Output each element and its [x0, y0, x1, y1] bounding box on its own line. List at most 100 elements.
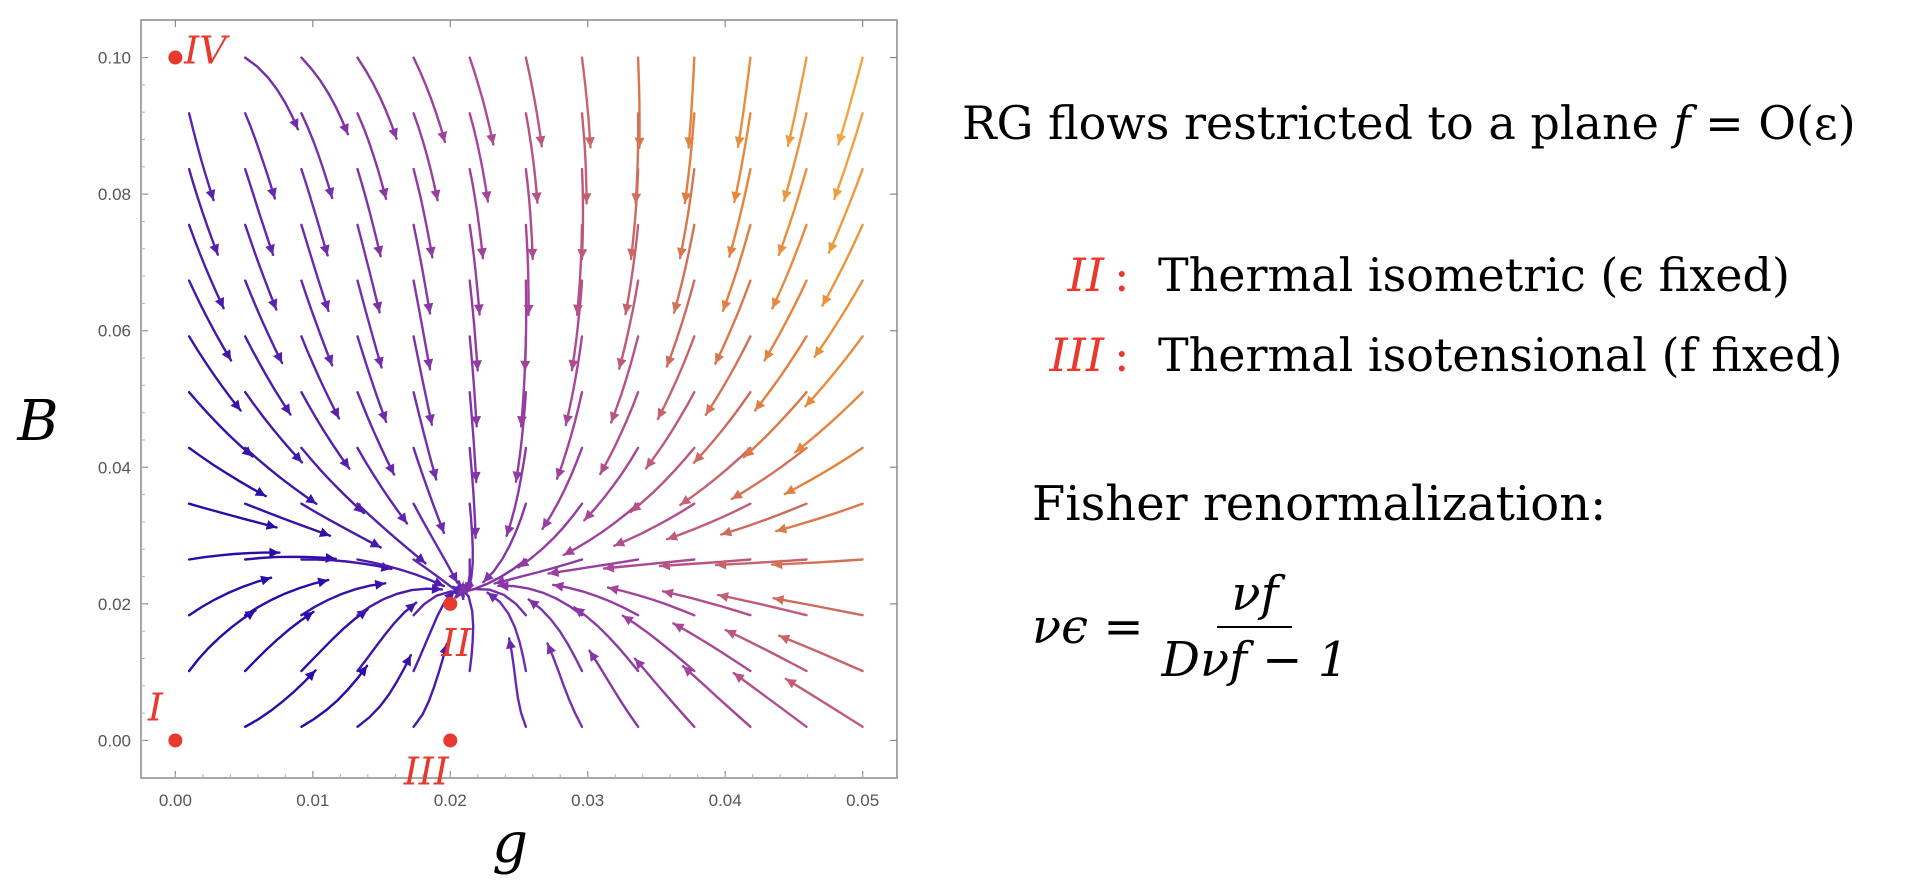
stream-line [580, 56, 592, 149]
stream-arrowhead [424, 413, 435, 425]
stream-arrowhead [663, 588, 674, 599]
stream-line [714, 558, 808, 567]
stream-line [786, 56, 808, 147]
stream-arrowhead [374, 356, 384, 368]
stream-line [244, 669, 317, 728]
stream-line [546, 642, 584, 728]
formula-denominator: Dνf − 1 [1161, 632, 1349, 688]
stream-line [833, 112, 864, 201]
stream-line [412, 446, 446, 535]
stream-arrowhead [356, 609, 368, 620]
stream-arrowhead [563, 545, 575, 555]
stream-line [412, 223, 432, 315]
stream-arrowhead [517, 416, 527, 427]
stream-arrowhead [683, 666, 694, 677]
stream-arrowhead [472, 360, 482, 371]
stream-line [187, 551, 281, 561]
stream-arrowhead [805, 395, 816, 407]
stream-arrowhead [828, 241, 838, 253]
stream-line [356, 223, 381, 314]
stream-line [804, 335, 864, 408]
x-tick-label: 0.03 [571, 791, 604, 810]
stream-arrowhead [785, 678, 797, 689]
stream-line [244, 578, 330, 617]
stream-line [555, 391, 584, 480]
stream-line [356, 502, 427, 565]
stream-arrowhead [610, 411, 620, 423]
stream-arrowhead [721, 526, 733, 537]
stream-arrowhead [317, 577, 329, 588]
stream-arrowhead [832, 187, 843, 199]
stream-arrowhead [604, 562, 615, 573]
stream-line [468, 223, 481, 316]
stream-line [692, 391, 752, 464]
stream-arrowhead [405, 602, 417, 613]
stream-arrowhead [772, 297, 782, 309]
stream-arrows [187, 56, 864, 728]
stream-line [784, 677, 864, 728]
stream-line [300, 608, 369, 673]
fisher-title: Fisher renormalization: [1032, 476, 1607, 532]
stream-line [468, 279, 479, 372]
stream-line [412, 335, 434, 426]
stream-line [599, 391, 640, 476]
stream-line [300, 391, 351, 470]
plot-frame [140, 19, 898, 779]
stream-arrowhead [563, 414, 573, 425]
stream-arrowhead [721, 299, 732, 311]
stream-arrowhead [319, 244, 330, 256]
x-tick-label: 0.05 [846, 791, 879, 810]
stream-arrowhead [634, 658, 646, 670]
stream-arrowhead [795, 442, 807, 453]
stream-arrowhead [743, 446, 755, 458]
stream-arrowhead [241, 446, 253, 457]
stream-line [412, 642, 449, 728]
stream-arrowhead [401, 655, 411, 667]
stream-arrowhead [773, 595, 785, 605]
stream-arrowhead [385, 463, 395, 475]
stream-arrowhead [731, 489, 743, 499]
stream-arrowhead [836, 133, 846, 145]
legend-tag: III [1049, 328, 1104, 382]
stream-arrowhead [527, 248, 538, 259]
stream-arrowhead [289, 118, 299, 130]
stream-line [187, 223, 225, 310]
fixed-point-label: II [440, 621, 472, 665]
stream-line [564, 335, 584, 427]
legend-item-ii: II: Thermal isometric (ϵ fixed) [954, 248, 1790, 302]
stream-arrowhead [772, 559, 783, 570]
stream-arrowhead [291, 451, 302, 463]
stream-line [187, 446, 267, 498]
stream-line [187, 502, 278, 529]
stream-arrowhead [470, 471, 481, 483]
stream-arrowhead [646, 457, 656, 469]
stream-arrowhead [486, 133, 497, 145]
stream-arrowhead [814, 346, 825, 357]
stream-line [507, 637, 528, 728]
stream-arrowhead [487, 592, 499, 603]
stream-line [356, 56, 398, 140]
stream-line [523, 279, 528, 372]
stream-arrowhead [481, 191, 492, 202]
stream-line [583, 446, 640, 522]
fixed-point-label: IV [183, 29, 230, 73]
stream-line [732, 671, 808, 728]
stream-line [356, 587, 444, 617]
stream-line [244, 610, 315, 673]
stream-line [300, 335, 341, 420]
stream-arrowhead [268, 298, 278, 310]
stream-line [661, 590, 752, 617]
stream-arrowhead [323, 354, 334, 366]
stream-arrowhead [470, 527, 481, 538]
stream-line [794, 391, 864, 454]
stream-line [468, 335, 478, 428]
stream-line [412, 279, 432, 371]
stream-line [777, 167, 808, 257]
stream-line [524, 112, 539, 204]
stream-line [658, 558, 752, 568]
fixed-point-label: I [147, 685, 164, 729]
stream-arrowhead [677, 247, 687, 259]
stream-line [244, 167, 275, 257]
stream-arrowhead [764, 349, 774, 361]
stream-line [580, 112, 588, 205]
